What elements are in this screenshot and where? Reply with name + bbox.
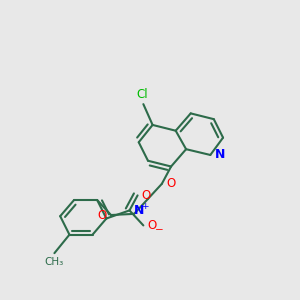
Text: −: − xyxy=(155,225,164,235)
Text: N: N xyxy=(134,204,144,217)
Text: Cl: Cl xyxy=(136,88,148,101)
Text: O: O xyxy=(98,208,107,221)
Text: N: N xyxy=(214,148,225,161)
Text: O: O xyxy=(166,177,175,190)
Text: O: O xyxy=(142,189,151,202)
Text: O: O xyxy=(148,219,157,232)
Text: CH₃: CH₃ xyxy=(45,256,64,267)
Text: +: + xyxy=(142,202,149,211)
